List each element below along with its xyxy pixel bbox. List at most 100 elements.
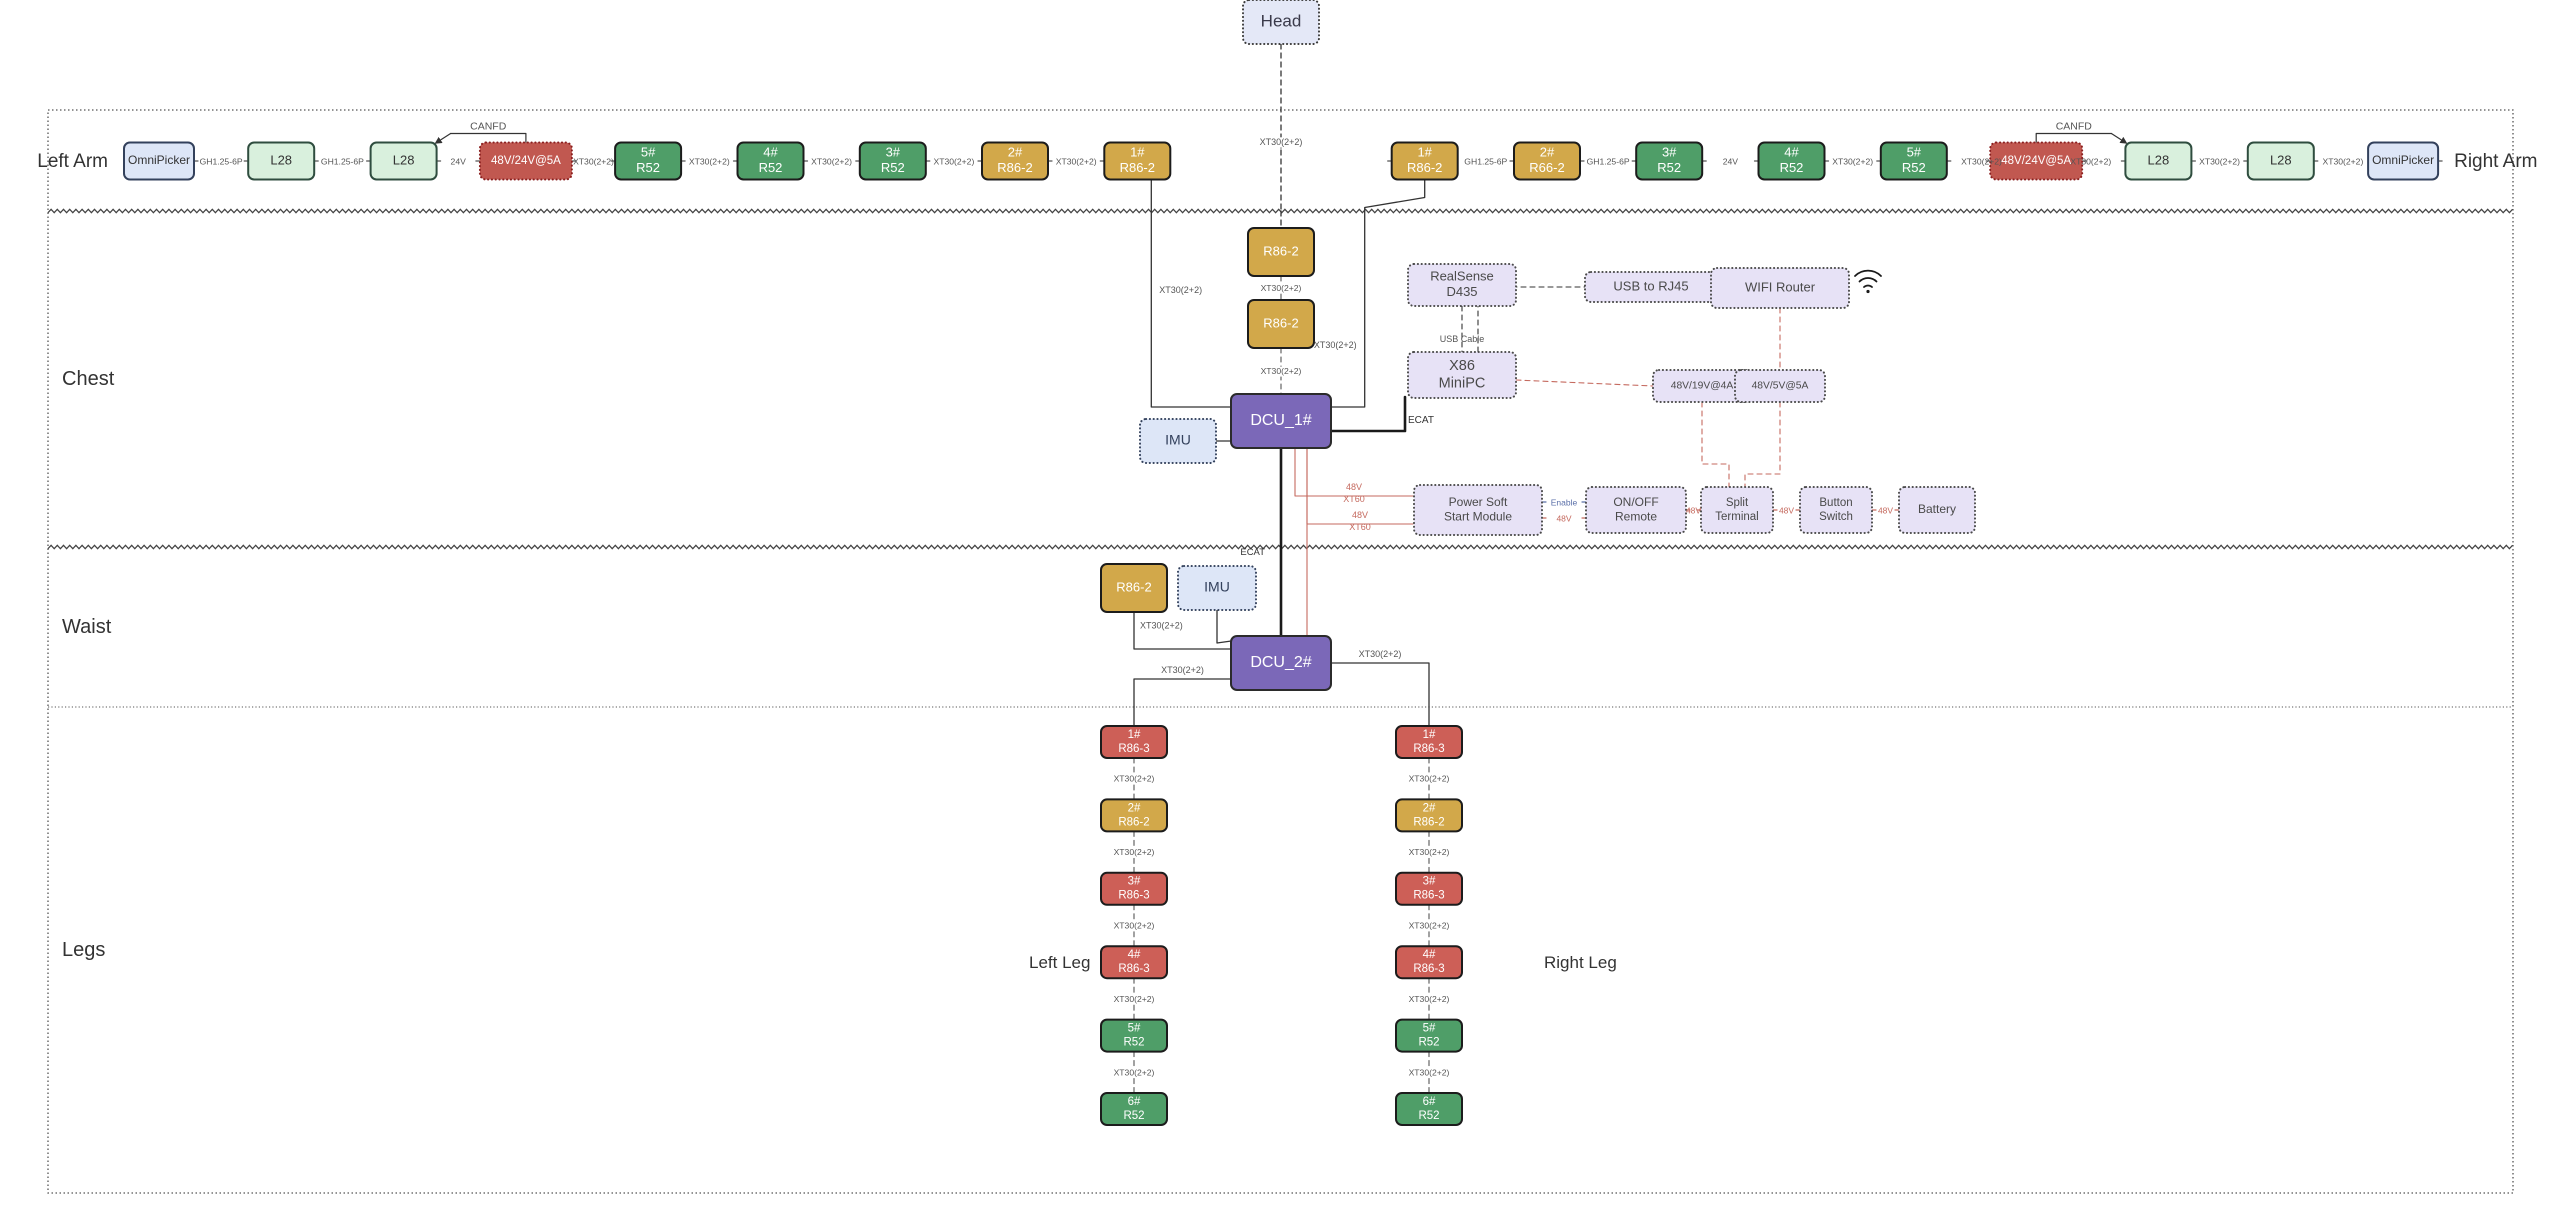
svg-text:R52: R52 (1902, 160, 1926, 175)
svg-text:5#: 5# (641, 144, 656, 159)
svg-text:R86-3: R86-3 (1413, 890, 1444, 902)
svg-text:XT30(2+2): XT30(2+2) (1261, 283, 1302, 293)
svg-text:XT30(2+2): XT30(2+2) (1114, 921, 1155, 931)
svg-text:R86-3: R86-3 (1118, 743, 1149, 755)
svg-text:XT30(2+2): XT30(2+2) (1140, 621, 1183, 631)
svg-text:XT30(2+2): XT30(2+2) (2199, 156, 2240, 166)
svg-text:MiniPC: MiniPC (1439, 376, 1486, 392)
svg-text:R52: R52 (1657, 160, 1681, 175)
svg-text:48V: 48V (1686, 505, 1701, 515)
svg-text:Terminal: Terminal (1715, 511, 1758, 523)
svg-text:R66-2: R66-2 (1529, 160, 1564, 175)
svg-text:Power Soft: Power Soft (1449, 495, 1508, 509)
svg-text:R86-2: R86-2 (1413, 816, 1444, 828)
svg-text:XT30(2+2): XT30(2+2) (1114, 1067, 1155, 1077)
svg-text:R52: R52 (1418, 1110, 1439, 1122)
svg-text:Right Arm: Right Arm (2454, 151, 2537, 172)
svg-text:XT30(2+2): XT30(2+2) (1261, 366, 1302, 376)
svg-text:XT30(2+2): XT30(2+2) (1114, 994, 1155, 1004)
svg-text:R52: R52 (1123, 1110, 1144, 1122)
svg-text:L28: L28 (2148, 152, 2170, 167)
svg-text:XT30(2+2): XT30(2+2) (1114, 774, 1155, 784)
svg-text:USB to RJ45: USB to RJ45 (1613, 278, 1688, 293)
svg-text:Button: Button (1819, 497, 1852, 509)
svg-text:Left Arm: Left Arm (37, 151, 108, 172)
svg-text:3#: 3# (1423, 876, 1436, 888)
svg-text:48V: 48V (1346, 482, 1362, 492)
svg-text:24V: 24V (451, 156, 467, 166)
svg-text:XT30(2+2): XT30(2+2) (1359, 649, 1402, 659)
svg-text:CANFD: CANFD (470, 121, 507, 133)
svg-text:USB Cable: USB Cable (1440, 334, 1485, 344)
svg-text:3#: 3# (886, 144, 901, 159)
svg-text:3#: 3# (1128, 876, 1141, 888)
svg-text:Enable: Enable (1551, 497, 1578, 507)
svg-text:R86-2: R86-2 (1116, 579, 1151, 594)
svg-text:48V/5V@5A: 48V/5V@5A (1752, 381, 1809, 392)
svg-text:1#: 1# (1423, 729, 1436, 741)
svg-text:ECAT: ECAT (1240, 547, 1265, 558)
svg-text:DCU_1#: DCU_1# (1250, 412, 1311, 429)
svg-text:GH1.25-6P: GH1.25-6P (1587, 156, 1630, 166)
svg-text:XT30(2+2): XT30(2+2) (811, 156, 852, 166)
svg-text:3#: 3# (1662, 144, 1677, 159)
svg-text:GH1.25-6P: GH1.25-6P (200, 156, 243, 166)
svg-text:XT30(2+2): XT30(2+2) (2070, 156, 2111, 166)
svg-text:XT30(2+2): XT30(2+2) (1409, 1067, 1450, 1077)
svg-text:R86-3: R86-3 (1118, 890, 1149, 902)
svg-text:D435: D435 (1446, 284, 1477, 299)
svg-text:R86-2: R86-2 (1120, 160, 1155, 175)
svg-text:XT30(2+2): XT30(2+2) (1832, 156, 1873, 166)
svg-text:XT30(2+2): XT30(2+2) (1409, 994, 1450, 1004)
svg-text:R52: R52 (759, 160, 783, 175)
svg-text:48V/24V@5A: 48V/24V@5A (2001, 155, 2071, 167)
svg-text:4#: 4# (1784, 144, 1799, 159)
svg-text:R52: R52 (1418, 1037, 1439, 1049)
svg-text:5#: 5# (1423, 1023, 1436, 1035)
svg-text:R86-2: R86-2 (1263, 315, 1298, 330)
svg-text:5#: 5# (1907, 144, 1922, 159)
svg-text:R86-3: R86-3 (1413, 743, 1444, 755)
svg-text:4#: 4# (763, 144, 778, 159)
svg-text:XT30(2+2): XT30(2+2) (1409, 847, 1450, 857)
svg-text:OmniPicker: OmniPicker (128, 153, 190, 167)
svg-text:2#: 2# (1128, 802, 1141, 814)
svg-text:Switch: Switch (1819, 511, 1853, 523)
svg-text:24V: 24V (1723, 156, 1739, 166)
svg-text:XT30(2+2): XT30(2+2) (1409, 921, 1450, 931)
svg-text:4#: 4# (1423, 949, 1436, 961)
svg-text:1#: 1# (1417, 144, 1432, 159)
svg-text:L28: L28 (2270, 152, 2292, 167)
svg-text:Split: Split (1726, 497, 1749, 509)
svg-text:L28: L28 (270, 152, 292, 167)
svg-text:Start Module: Start Module (1444, 509, 1512, 523)
svg-text:R52: R52 (636, 160, 660, 175)
svg-text:R52: R52 (1123, 1037, 1144, 1049)
svg-text:48V: 48V (1779, 505, 1794, 515)
svg-text:XT30(2+2): XT30(2+2) (2322, 156, 2363, 166)
svg-text:XT30(2+2): XT30(2+2) (1114, 847, 1155, 857)
svg-text:Chest: Chest (62, 368, 115, 390)
svg-text:2#: 2# (1008, 144, 1023, 159)
svg-text:R86-2: R86-2 (1407, 160, 1442, 175)
svg-text:XT30(2+2): XT30(2+2) (1159, 285, 1202, 295)
svg-text:XT30(2+2): XT30(2+2) (689, 156, 730, 166)
svg-text:R52: R52 (881, 160, 905, 175)
svg-text:XT30(2+2): XT30(2+2) (1260, 137, 1303, 147)
svg-text:1#: 1# (1130, 144, 1145, 159)
svg-text:OmniPicker: OmniPicker (2372, 153, 2434, 167)
svg-text:R86-3: R86-3 (1413, 963, 1444, 975)
svg-text:48V: 48V (1878, 505, 1893, 515)
svg-text:4#: 4# (1128, 949, 1141, 961)
svg-text:48V/24V@5A: 48V/24V@5A (491, 155, 561, 167)
svg-text:ON/OFF: ON/OFF (1613, 495, 1658, 509)
svg-text:R86-2: R86-2 (1263, 243, 1298, 258)
svg-text:XT30(2+2): XT30(2+2) (573, 156, 614, 166)
svg-text:Left Leg: Left Leg (1029, 953, 1090, 972)
svg-text:GH1.25-6P: GH1.25-6P (321, 156, 364, 166)
svg-text:DCU_2#: DCU_2# (1250, 654, 1311, 671)
svg-text:Remote: Remote (1615, 509, 1657, 523)
svg-text:Legs: Legs (62, 939, 105, 961)
svg-text:48V: 48V (1556, 513, 1571, 523)
svg-text:XT30(2+2): XT30(2+2) (1056, 156, 1097, 166)
